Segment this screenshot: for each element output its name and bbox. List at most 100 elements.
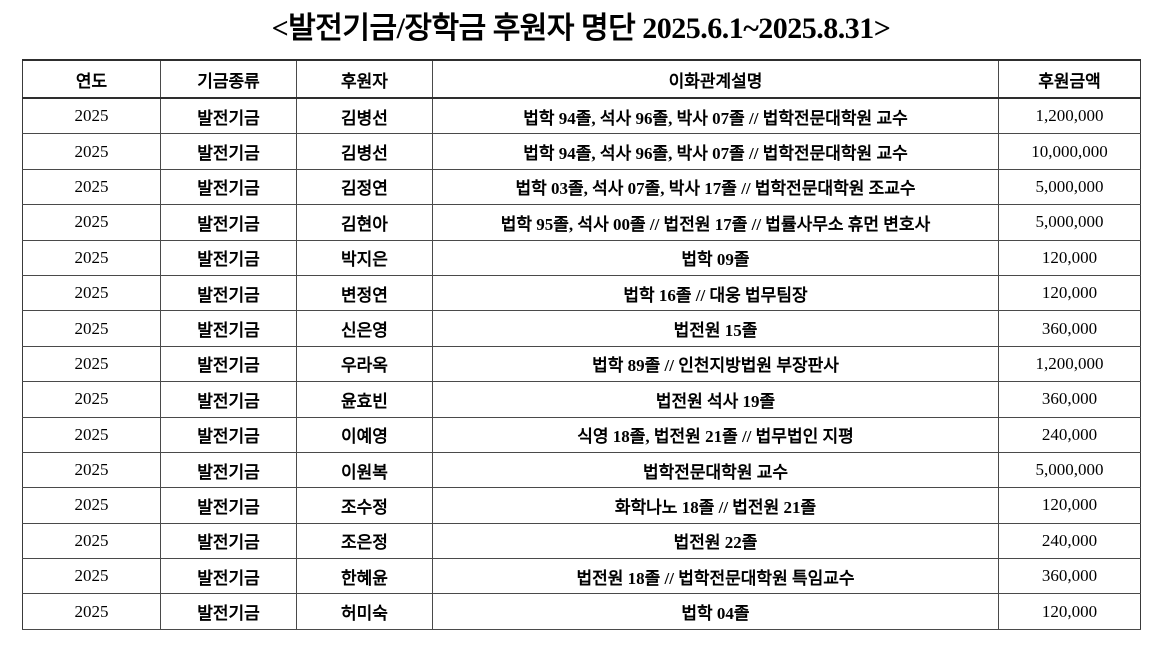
table-cell: 120,000	[998, 487, 1141, 524]
table-cell: 식영 18졸, 법전원 21졸 // 법무법인 지평	[432, 416, 999, 453]
table-cell: 발전기금	[160, 487, 297, 524]
table-cell: 발전기금	[160, 522, 297, 560]
table-cell: 2025	[22, 593, 161, 630]
table-cell: 1,200,000	[998, 345, 1141, 383]
table-row: 2025 발전기금 허미숙 법학 04졸 120,000	[22, 593, 1141, 630]
table-cell: 법학전문대학원 교수	[432, 451, 999, 489]
table-cell: 5,000,000	[998, 168, 1141, 206]
column-header-fund-type: 기금종류	[160, 59, 297, 99]
table-cell: 변정연	[296, 274, 433, 312]
table-cell: 이예영	[296, 416, 433, 453]
table-cell: 발전기금	[160, 381, 297, 418]
table-cell: 발전기금	[160, 133, 297, 170]
column-header-relation: 이화관계설명	[432, 59, 999, 99]
table-cell: 법학 09졸	[432, 239, 999, 276]
table-cell: 우라옥	[296, 345, 433, 383]
table-cell: 발전기금	[160, 310, 297, 347]
table-cell: 법학 94졸, 석사 96졸, 박사 07졸 // 법학전문대학원 교수	[432, 133, 999, 170]
table-cell: 발전기금	[160, 345, 297, 383]
table-cell: 2025	[22, 522, 161, 560]
table-row: 2025 발전기금 한혜윤 법전원 18졸 // 법학전문대학원 특임교수 360,00…	[22, 558, 1141, 595]
table-row: 2025 발전기금 김현아 법학 95졸, 석사 00졸 // 법전원 17졸 // …	[22, 204, 1141, 241]
table-cell: 240,000	[998, 522, 1141, 560]
table-header-row: 연도 기금종류 후원자 이화관계설명 후원금액	[22, 59, 1141, 99]
table-cell: 법학 03졸, 석사 07졸, 박사 17졸 // 법학전문대학원 조교수	[432, 168, 999, 206]
table-cell: 발전기금	[160, 416, 297, 453]
table-cell: 2025	[22, 487, 161, 524]
table-cell: 발전기금	[160, 451, 297, 489]
table-cell: 5,000,000	[998, 204, 1141, 241]
table-cell: 360,000	[998, 310, 1141, 347]
table-cell: 발전기금	[160, 274, 297, 312]
donor-table: 연도 기금종류 후원자 이화관계설명 후원금액 2025 발전기금 김병선 법학 94…	[22, 59, 1141, 630]
table-cell: 240,000	[998, 416, 1141, 453]
table-cell: 2025	[22, 310, 161, 347]
table-cell: 360,000	[998, 558, 1141, 595]
table-row: 2025 발전기금 이원복 법학전문대학원 교수 5,000,000	[22, 451, 1141, 489]
table-cell: 2025	[22, 558, 161, 595]
column-header-donor: 후원자	[296, 59, 433, 99]
table-cell: 120,000	[998, 239, 1141, 276]
table-row: 2025 발전기금 김병선 법학 94졸, 석사 96졸, 박사 07졸 // 법학전…	[22, 133, 1141, 170]
table-row: 2025 발전기금 신은영 법전원 15졸 360,000	[22, 310, 1141, 347]
table-cell: 2025	[22, 204, 161, 241]
table-cell: 발전기금	[160, 239, 297, 276]
table-row: 2025 발전기금 김정연 법학 03졸, 석사 07졸, 박사 17졸 // 법학전…	[22, 168, 1141, 206]
table-cell: 김정연	[296, 168, 433, 206]
column-header-year: 연도	[22, 59, 161, 99]
table-cell: 발전기금	[160, 97, 297, 135]
table-row: 2025 발전기금 조수정 화학나노 18졸 // 법전원 21졸 120,000	[22, 487, 1141, 524]
table-cell: 김병선	[296, 133, 433, 170]
page-title: <발전기금/장학금 후원자 명단 2025.6.1~2025.8.31>	[271, 12, 891, 45]
table-cell: 2025	[22, 345, 161, 383]
table-cell: 360,000	[998, 381, 1141, 418]
table-cell: 2025	[22, 239, 161, 276]
table-cell: 120,000	[998, 593, 1141, 630]
table-cell: 발전기금	[160, 593, 297, 630]
table-cell: 법학 95졸, 석사 00졸 // 법전원 17졸 // 법률사무소 휴먼 변호…	[432, 204, 999, 241]
table-cell: 이원복	[296, 451, 433, 489]
table-body: 2025 발전기금 김병선 법학 94졸, 석사 96졸, 박사 07졸 // 법학전…	[22, 97, 1141, 630]
table-cell: 법학 94졸, 석사 96졸, 박사 07졸 // 법학전문대학원 교수	[432, 97, 999, 135]
table-cell: 2025	[22, 168, 161, 206]
table-cell: 한혜윤	[296, 558, 433, 595]
table-row: 2025 발전기금 박지은 법학 09졸 120,000	[22, 239, 1141, 276]
table-cell: 화학나노 18졸 // 법전원 21졸	[432, 487, 999, 524]
table-cell: 조은정	[296, 522, 433, 560]
table-cell: 허미숙	[296, 593, 433, 630]
table-cell: 법전원 15졸	[432, 310, 999, 347]
table-cell: 법전원 18졸 // 법학전문대학원 특임교수	[432, 558, 999, 595]
table-cell: 발전기금	[160, 558, 297, 595]
table-cell: 120,000	[998, 274, 1141, 312]
table-row: 2025 발전기금 윤효빈 법전원 석사 19졸 360,000	[22, 381, 1141, 418]
table-row: 2025 발전기금 변정연 법학 16졸 // 대웅 법무팀장 120,000	[22, 274, 1141, 312]
table-cell: 2025	[22, 381, 161, 418]
table-cell: 2025	[22, 274, 161, 312]
table-cell: 2025	[22, 133, 161, 170]
table-cell: 1,200,000	[998, 97, 1141, 135]
table-cell: 법학 16졸 // 대웅 법무팀장	[432, 274, 999, 312]
table-row: 2025 발전기금 김병선 법학 94졸, 석사 96졸, 박사 07졸 // 법학전…	[22, 97, 1141, 135]
table-cell: 2025	[22, 451, 161, 489]
table-cell: 5,000,000	[998, 451, 1141, 489]
table-cell: 10,000,000	[998, 133, 1141, 170]
table-cell: 법전원 22졸	[432, 522, 999, 560]
table-cell: 김현아	[296, 204, 433, 241]
table-cell: 박지은	[296, 239, 433, 276]
table-cell: 법학 89졸 // 인천지방법원 부장판사	[432, 345, 999, 383]
table-cell: 2025	[22, 97, 161, 135]
table-cell: 윤효빈	[296, 381, 433, 418]
table-cell: 발전기금	[160, 204, 297, 241]
table-cell: 신은영	[296, 310, 433, 347]
table-cell: 발전기금	[160, 168, 297, 206]
table-cell: 김병선	[296, 97, 433, 135]
table-row: 2025 발전기금 조은정 법전원 22졸 240,000	[22, 522, 1141, 560]
table-cell: 법전원 석사 19졸	[432, 381, 999, 418]
table-row: 2025 발전기금 이예영 식영 18졸, 법전원 21졸 // 법무법인 지평 240…	[22, 416, 1141, 453]
table-cell: 조수정	[296, 487, 433, 524]
table-row: 2025 발전기금 우라옥 법학 89졸 // 인천지방법원 부장판사 1,200,00…	[22, 345, 1141, 383]
column-header-amount: 후원금액	[998, 59, 1141, 99]
table-cell: 법학 04졸	[432, 593, 999, 630]
table-cell: 2025	[22, 416, 161, 453]
